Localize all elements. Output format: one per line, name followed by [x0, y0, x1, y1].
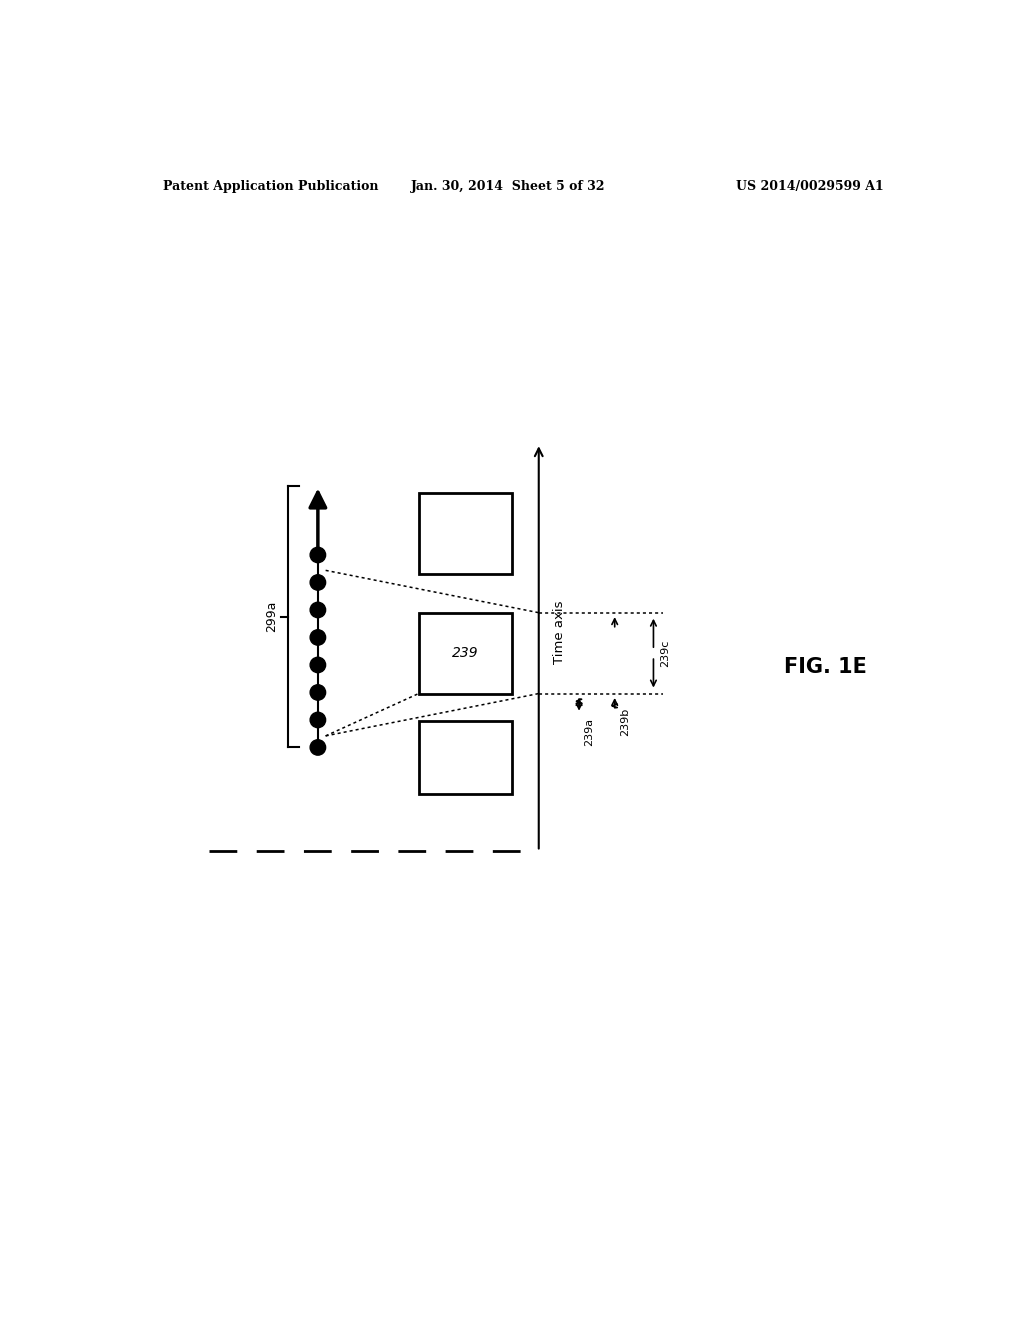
- Circle shape: [310, 574, 326, 590]
- Text: 239: 239: [452, 645, 478, 660]
- Text: FIG. 1E: FIG. 1E: [784, 656, 867, 677]
- Circle shape: [310, 713, 326, 727]
- Text: 239a: 239a: [585, 718, 595, 746]
- Bar: [419, 721, 512, 793]
- Text: 299a: 299a: [265, 601, 278, 632]
- Bar: [419, 612, 512, 693]
- Text: Jan. 30, 2014  Sheet 5 of 32: Jan. 30, 2014 Sheet 5 of 32: [411, 180, 605, 193]
- Bar: [419, 494, 512, 574]
- Circle shape: [310, 739, 326, 755]
- Circle shape: [310, 685, 326, 700]
- Circle shape: [310, 548, 326, 562]
- Circle shape: [310, 602, 326, 618]
- Text: US 2014/0029599 A1: US 2014/0029599 A1: [736, 180, 884, 193]
- Text: Time axis: Time axis: [553, 601, 565, 664]
- Circle shape: [310, 630, 326, 645]
- Text: 239b: 239b: [621, 708, 630, 735]
- Text: Patent Application Publication: Patent Application Publication: [163, 180, 379, 193]
- Circle shape: [310, 657, 326, 673]
- Text: 239c: 239c: [659, 639, 670, 667]
